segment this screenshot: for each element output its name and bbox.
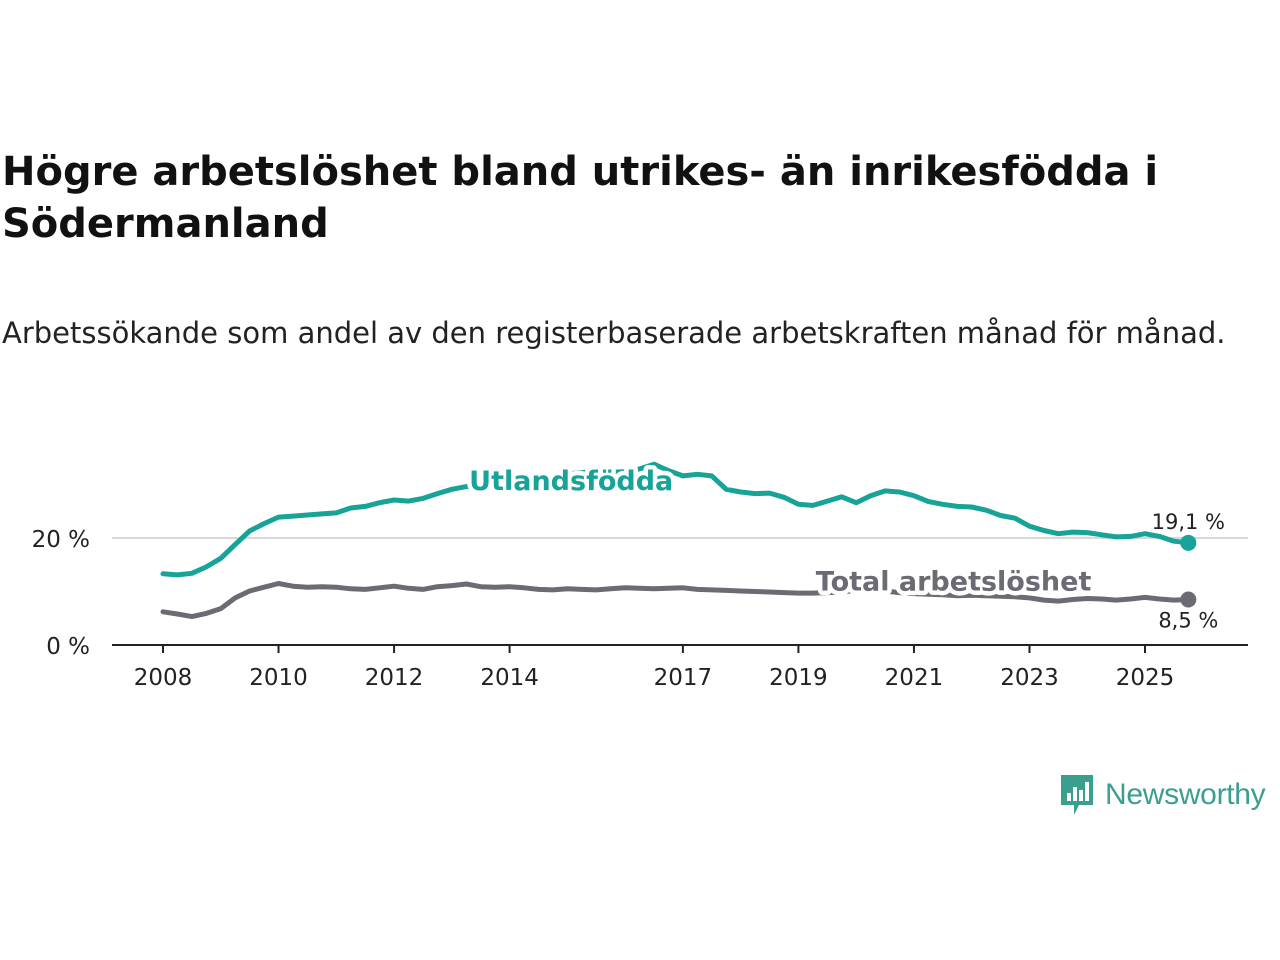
y-tick-label: 20 % bbox=[32, 527, 90, 553]
x-tick-label: 2017 bbox=[654, 665, 713, 691]
axes: 0 % 20 % 2008 2010 2012 2014 2017 2019 2021 2023 2… bbox=[32, 527, 1248, 691]
newsworthy-brand[interactable]: Newsworthy bbox=[1059, 773, 1266, 817]
series-line bbox=[160, 581, 1191, 620]
x-tick-label: 2025 bbox=[1116, 665, 1175, 691]
x-tick-label: 2023 bbox=[1000, 665, 1059, 691]
y-tick-label: 0 % bbox=[46, 634, 90, 660]
x-tick-label: 2012 bbox=[365, 665, 424, 691]
line-chart: 0 % 20 % 2008 2010 2012 2014 2017 2019 2021 2023 2… bbox=[32, 461, 1248, 691]
series-line bbox=[160, 461, 1191, 578]
series-annotation: Utlandsfödda bbox=[469, 466, 673, 497]
x-tick-label: 2021 bbox=[885, 665, 944, 691]
end-value-label: 8,5 % bbox=[1158, 609, 1218, 633]
end-value-label: 19,1 % bbox=[1152, 510, 1225, 534]
x-tick-label: 2014 bbox=[480, 665, 539, 691]
series-lines bbox=[160, 461, 1197, 620]
x-tick-label: 2019 bbox=[769, 665, 828, 691]
chart-subtitle: Arbetssökande som andel av den registerb… bbox=[2, 316, 1226, 350]
x-tick-label: 2010 bbox=[249, 665, 308, 691]
annotations: 19,1 % 8,5 % Utlandsfödda Total arbetslöshe… bbox=[465, 461, 1225, 633]
x-tick-label: 2008 bbox=[134, 665, 193, 691]
newsworthy-name: Newsworthy bbox=[1105, 778, 1266, 811]
series-end-point bbox=[1180, 591, 1197, 608]
newsworthy-logo-icon bbox=[1061, 775, 1093, 815]
chart-title: Högre arbetslöshet bland utrikes- än inr… bbox=[2, 149, 1159, 247]
series-end-point bbox=[1180, 534, 1197, 551]
series-annotation: Total arbetslöshet bbox=[816, 566, 1092, 597]
